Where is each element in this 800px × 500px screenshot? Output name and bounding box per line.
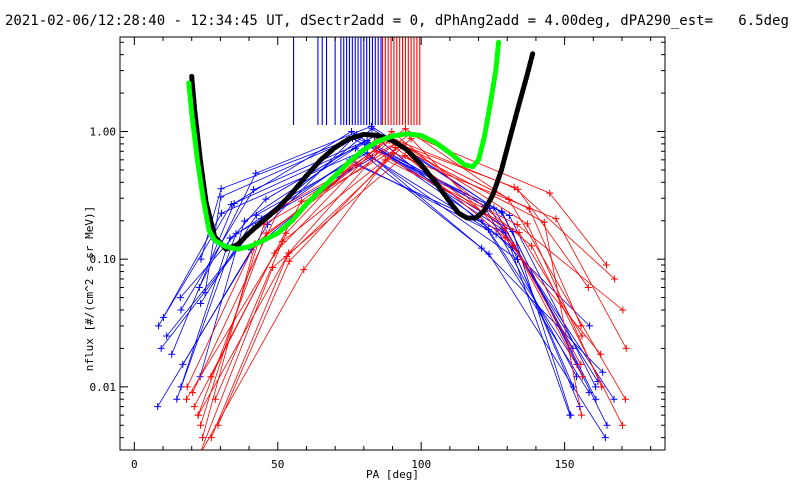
blue-data-point <box>514 255 522 263</box>
red-data-point <box>514 185 522 193</box>
x-tick-label: 150 <box>555 458 575 471</box>
red-data-point <box>621 395 629 403</box>
blue-data-point <box>478 244 486 252</box>
blue-data-point <box>218 209 226 217</box>
blue-data-point <box>601 434 609 442</box>
blue-data-point <box>230 199 238 207</box>
blue-data-point <box>485 250 493 258</box>
red-data-point <box>381 156 389 164</box>
y-tick-label: 0.01 <box>90 381 117 394</box>
blue-data-point <box>352 144 360 152</box>
blue-data-point <box>154 403 162 411</box>
blue-data-point <box>262 195 270 203</box>
blue-data-point <box>176 294 184 302</box>
red-data-point <box>552 215 560 223</box>
axes-group: 0 50 100 150 0.01 0.10 1.00 <box>90 37 665 471</box>
red-data-point <box>611 275 619 283</box>
red-data-point <box>528 242 536 250</box>
red-data-point <box>501 224 509 232</box>
blue-data-point <box>566 411 574 419</box>
vertical-marker-group <box>292 37 421 125</box>
blue-data-point <box>197 299 205 307</box>
x-tick-label: 50 <box>271 458 284 471</box>
red-data-point <box>602 261 610 269</box>
blue-data-point <box>226 234 234 242</box>
red-data-point <box>584 283 592 291</box>
x-tick-label: 0 <box>131 458 138 471</box>
blue-data-point <box>505 212 513 220</box>
red-data-point <box>510 183 518 191</box>
red-data-point <box>523 220 531 228</box>
red-data-point <box>540 218 548 226</box>
blue-data-point <box>610 395 618 403</box>
x-tick-label: 100 <box>411 458 431 471</box>
red-data-point <box>194 411 202 419</box>
blue-data-point <box>586 322 594 330</box>
red-data-point <box>515 229 523 237</box>
red-data-point <box>513 221 521 229</box>
blue-data-point <box>201 288 209 296</box>
blue-data-point <box>240 217 248 225</box>
red-data-point <box>190 403 198 411</box>
y-tick-label: 1.00 <box>90 126 117 139</box>
blue-data-point <box>367 122 375 130</box>
blue-data-point <box>155 322 163 330</box>
blue-data-point <box>348 128 356 136</box>
blue-data-point <box>217 185 225 193</box>
blue-data-point <box>168 350 176 358</box>
red-data-point <box>402 125 410 133</box>
blue-data-point <box>177 306 185 314</box>
red-data-point <box>372 147 380 155</box>
red-data-point <box>211 395 219 403</box>
blue-data-point <box>252 211 260 219</box>
red-data-point <box>214 421 222 429</box>
red-data-point <box>197 421 205 429</box>
red-data-point <box>183 383 191 391</box>
red-data-point <box>597 350 605 358</box>
red-data-point <box>199 434 207 442</box>
red-data-point <box>271 249 279 257</box>
red-data-point <box>300 266 308 274</box>
model-curve-group <box>186 39 536 253</box>
green-model-curve <box>186 39 502 252</box>
x-axis-label: PA [deg] <box>366 468 419 481</box>
red-data-point <box>285 257 293 265</box>
blue-data-point <box>603 421 611 429</box>
blue-data-point <box>232 230 240 238</box>
red-data-point <box>501 234 509 242</box>
red-data-point <box>401 151 409 159</box>
red-data-point <box>578 373 586 381</box>
blue-data-point <box>173 395 181 403</box>
red-data-point <box>182 395 190 403</box>
y-tick-label: 0.10 <box>90 253 117 266</box>
red-data-point <box>619 306 627 314</box>
red-data-point <box>578 411 586 419</box>
blue-data-point <box>492 230 500 238</box>
red-data-point <box>618 421 626 429</box>
blue-data-point <box>599 368 607 376</box>
blue-data-point <box>157 344 165 352</box>
red-data-point <box>578 332 586 340</box>
red-data-point <box>546 189 554 197</box>
y-axis-label: nflux [#/(cm^2 s sr MeV)] <box>83 206 96 372</box>
blue-data-point <box>217 193 225 201</box>
red-data-point <box>598 383 606 391</box>
red-data-point <box>282 229 290 237</box>
blue-data-point <box>163 332 171 340</box>
blue-data-point <box>592 395 600 403</box>
red-data-point <box>285 249 293 257</box>
red-data-point <box>207 434 215 442</box>
blue-data-point <box>159 313 167 321</box>
blue-data-point <box>592 383 600 391</box>
chart-title: 2021-02-06/12:28:40 - 12:34:45 UT, dSect… <box>5 13 789 29</box>
red-data-point <box>577 360 585 368</box>
red-data-point <box>622 344 630 352</box>
blue-data-point <box>585 389 593 397</box>
